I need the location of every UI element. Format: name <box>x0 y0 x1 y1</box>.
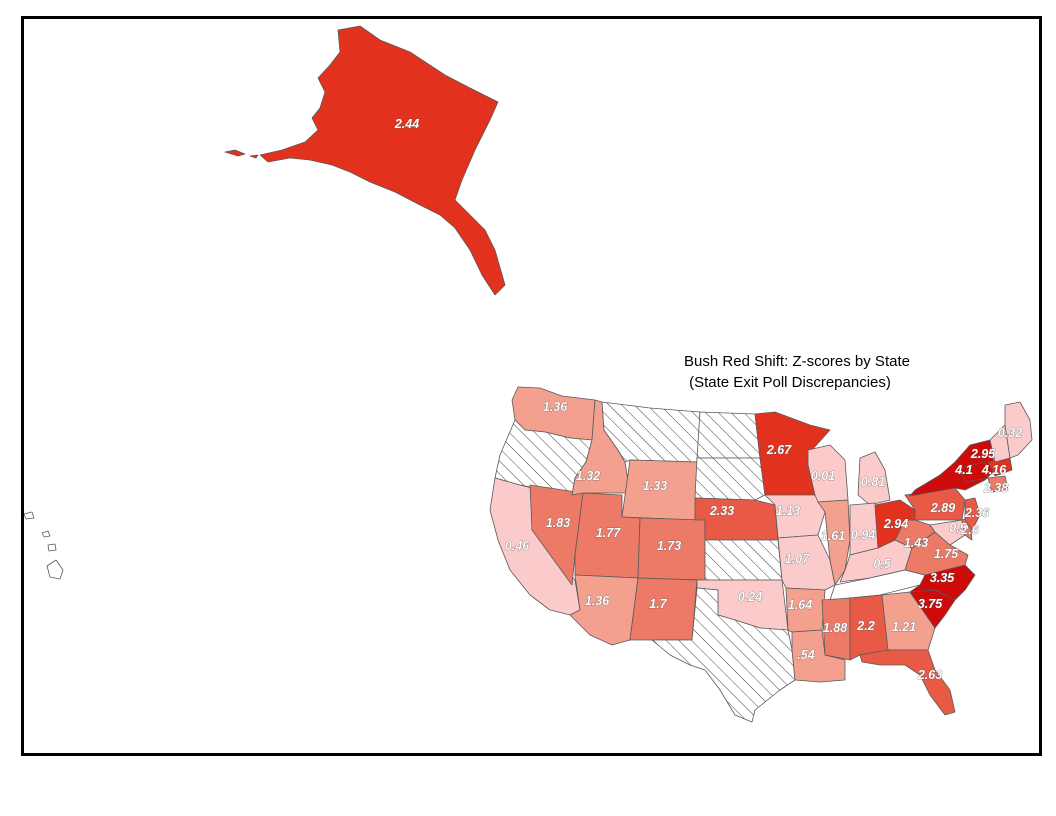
state-NE[interactable] <box>694 497 779 541</box>
label-MI: 0.81 <box>861 475 885 489</box>
label-FL: 2.63 <box>917 668 942 682</box>
state-KS[interactable] <box>704 539 783 581</box>
label-VA: 1.75 <box>934 547 959 561</box>
label-AK: 2.44 <box>394 117 419 131</box>
map-title: Bush Red Shift: Z-scores by State <box>684 353 910 370</box>
label-PA: 2.89 <box>930 501 955 515</box>
label-WI: 0.01 <box>811 469 835 483</box>
label-IA: 1.13 <box>776 504 800 518</box>
state-MD[interactable] <box>929 519 966 546</box>
label-IN: 0.94 <box>851 528 875 542</box>
label-OH: 2.94 <box>883 517 908 531</box>
label-ME: 0.32 <box>998 426 1022 440</box>
label-MO: 1.07 <box>785 552 810 566</box>
state-SD[interactable] <box>694 457 766 501</box>
label-NV: 1.83 <box>546 516 570 530</box>
label-AZ: 1.36 <box>585 594 610 608</box>
label-RI: 2.38 <box>983 481 1008 495</box>
label-MS: 1.88 <box>823 621 847 635</box>
label-CT: 4.1 <box>954 463 972 477</box>
state-GA[interactable] <box>881 591 936 651</box>
label-UT: 1.77 <box>596 526 621 540</box>
state-OH[interactable] <box>874 499 916 549</box>
label-MD: 0.5 <box>949 521 967 535</box>
state-AZ[interactable] <box>569 574 639 646</box>
label-WV: 1.43 <box>904 536 928 550</box>
state-IL[interactable] <box>817 499 851 586</box>
map-frame <box>21 16 1042 756</box>
state-MI[interactable] <box>857 451 891 506</box>
label-LA: .54 <box>797 648 814 662</box>
label-GA: 1.21 <box>892 620 916 634</box>
state-AK-islands <box>224 149 259 159</box>
state-RI[interactable] <box>987 475 1009 493</box>
state-TX[interactable] <box>651 587 796 723</box>
label-ID: 1.32 <box>576 469 600 483</box>
label-NM: 1.7 <box>649 597 667 611</box>
state-FL[interactable] <box>859 649 956 716</box>
label-KY: 0.5 <box>873 557 891 571</box>
label-IL: 1.61 <box>821 529 845 543</box>
label-AR: 1.64 <box>788 598 812 612</box>
label-WY: 1.33 <box>643 479 667 493</box>
label-MN: 2.67 <box>766 443 792 457</box>
label-SC: 3.75 <box>918 597 943 611</box>
label-OK: 0.24 <box>738 590 762 604</box>
state-LA[interactable] <box>791 629 846 683</box>
label-NJ: 2.36 <box>964 506 990 520</box>
label-NY: 2.95 <box>970 447 996 461</box>
label-NE: 2.33 <box>709 504 734 518</box>
state-AK[interactable] <box>259 25 506 296</box>
state-NJ[interactable] <box>964 497 981 531</box>
map-subtitle: (State Exit Poll Discrepancies) <box>689 374 891 391</box>
state-MO[interactable] <box>777 534 836 591</box>
label-AL: 2.2 <box>856 619 874 633</box>
label-CO: 1.73 <box>657 539 681 553</box>
label-DE: 2.6 <box>960 523 979 537</box>
state-ME[interactable] <box>1004 401 1033 459</box>
state-HI[interactable] <box>23 511 64 580</box>
label-MA: 4.16 <box>981 463 1007 477</box>
label-WA: 1.36 <box>543 400 568 414</box>
label-NC: 3.35 <box>930 571 955 585</box>
label-CA: 0.46 <box>505 539 530 553</box>
state-ND[interactable] <box>696 411 761 459</box>
